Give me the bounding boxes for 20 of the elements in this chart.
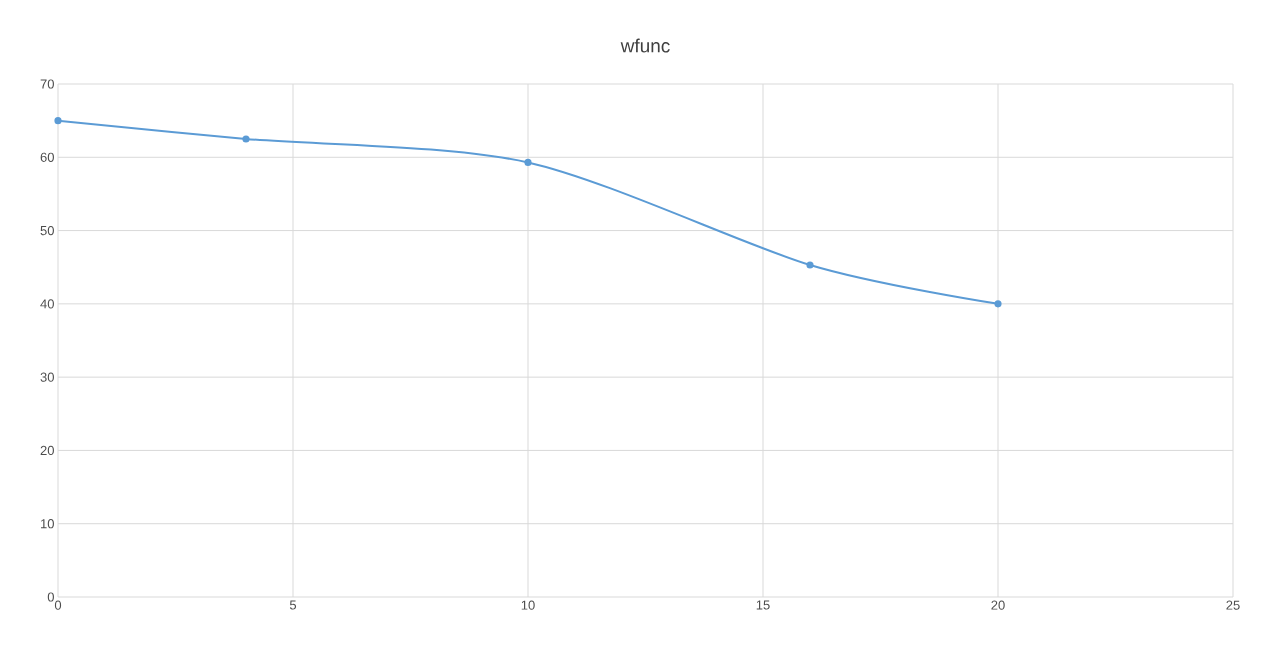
y-tick-label: 30 (40, 372, 54, 382)
x-tick-label: 20 (991, 600, 1005, 610)
point (806, 261, 814, 269)
y-tick-label: 10 (41, 519, 54, 529)
y-tick-label: 50 (40, 225, 54, 236)
y-tick-label: 20 (40, 445, 54, 456)
x-tick-label: 5 (289, 600, 297, 610)
y-tick-label: 0 (47, 592, 54, 602)
x-tick-label: 0 (54, 600, 62, 610)
y-tick-label: 60 (40, 152, 54, 162)
point (994, 300, 1002, 308)
x-tick-label: 10 (521, 600, 535, 610)
x-tick-label: 25 (1226, 600, 1240, 610)
point (54, 117, 62, 125)
y-tick-label: 40 (40, 299, 54, 309)
x-tick-label: 15 (756, 600, 770, 610)
y-tick-label: 70 (40, 79, 54, 89)
point (524, 158, 532, 167)
chart-title: wfunc (620, 38, 670, 53)
point (242, 135, 250, 143)
